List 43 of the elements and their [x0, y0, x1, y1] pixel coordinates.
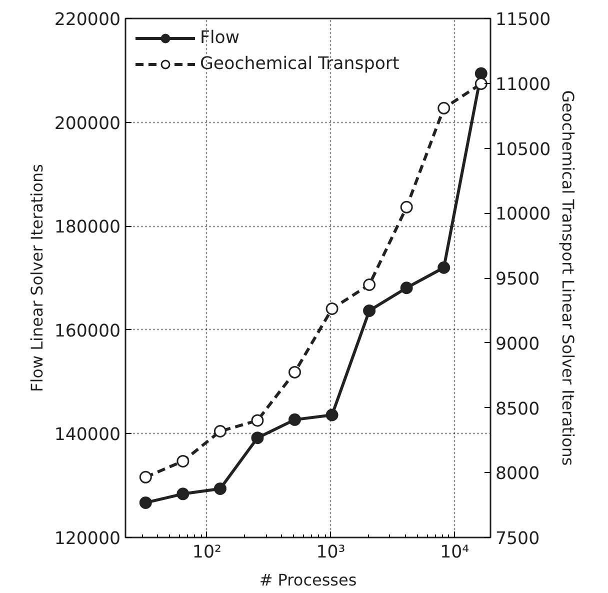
point	[438, 102, 450, 114]
y2-tick-label: 9000	[496, 334, 540, 354]
y-tick-label: 160000	[54, 321, 121, 342]
y2-tick-label: 9500	[496, 270, 540, 290]
point	[288, 413, 302, 426]
point	[363, 304, 376, 317]
y2-tick-label: 10500	[496, 140, 551, 160]
x-tick-label: 10⁴	[440, 542, 470, 562]
point	[288, 366, 302, 378]
point	[363, 278, 376, 291]
y-tick-label: 140000	[54, 425, 121, 446]
point	[214, 424, 226, 438]
y2-axis-title: Geochemical Transport Linear Solver Iterations	[558, 90, 578, 466]
legend-label: Flow	[200, 28, 240, 48]
y-tick-label: 180000	[54, 218, 121, 238]
x-tick-label: 10²	[192, 542, 222, 562]
point	[176, 488, 190, 500]
y-tick-label: 220000	[54, 10, 121, 30]
x-axis-title: # Processes	[259, 570, 357, 590]
point	[326, 302, 338, 315]
legend-label: Geochemical Transport	[200, 54, 400, 74]
y2-tick-label: 8000	[496, 464, 540, 484]
y2-tick-label: 7500	[496, 529, 540, 549]
point	[474, 78, 488, 90]
y-axis-title: Flow Linear Solver Iterations	[27, 164, 46, 392]
point	[326, 408, 338, 422]
point	[400, 282, 413, 294]
point	[139, 496, 152, 509]
point	[251, 432, 264, 444]
point	[438, 261, 450, 274]
point	[214, 482, 226, 495]
point	[251, 414, 264, 427]
point	[139, 470, 152, 484]
x-tick-label: 10³	[316, 542, 346, 562]
y2-tick-label: 10000	[496, 204, 551, 225]
y-tick-label: 200000	[54, 114, 121, 134]
y2-tick-label: 8500	[496, 399, 540, 420]
y2-tick-label: 11500	[496, 10, 551, 30]
point	[400, 200, 413, 214]
point	[176, 454, 190, 468]
point	[474, 67, 488, 80]
y-tick-label: 120000	[54, 529, 121, 549]
y2-tick-label: 11000	[496, 74, 551, 95]
